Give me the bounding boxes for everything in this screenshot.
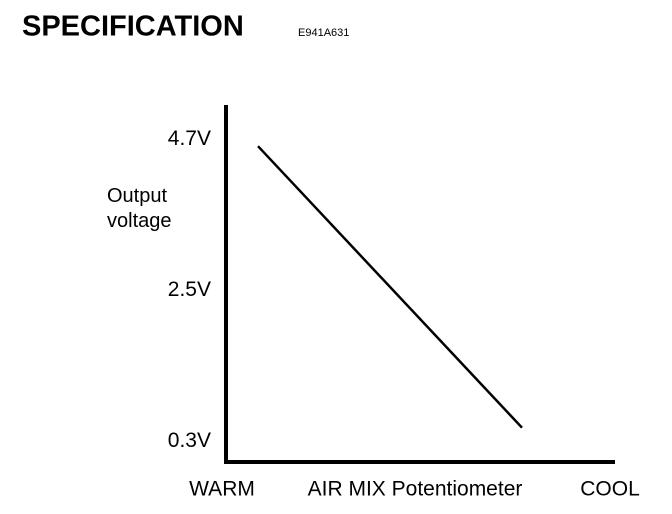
line	[257, 145, 523, 429]
y-tick-label: 4.7V	[168, 127, 211, 150]
x-tick-label: WARM	[189, 478, 255, 501]
x-tick-label: COOL	[580, 478, 640, 501]
y-tick-label: 2.5V	[168, 278, 211, 301]
code: E941A631	[298, 27, 349, 39]
y-label: Output voltage	[107, 185, 172, 232]
y-tick-label: 0.3V	[168, 429, 211, 452]
title: SPECIFICATION	[22, 11, 244, 43]
x-label: AIR MIX Potentiometer	[308, 478, 523, 501]
